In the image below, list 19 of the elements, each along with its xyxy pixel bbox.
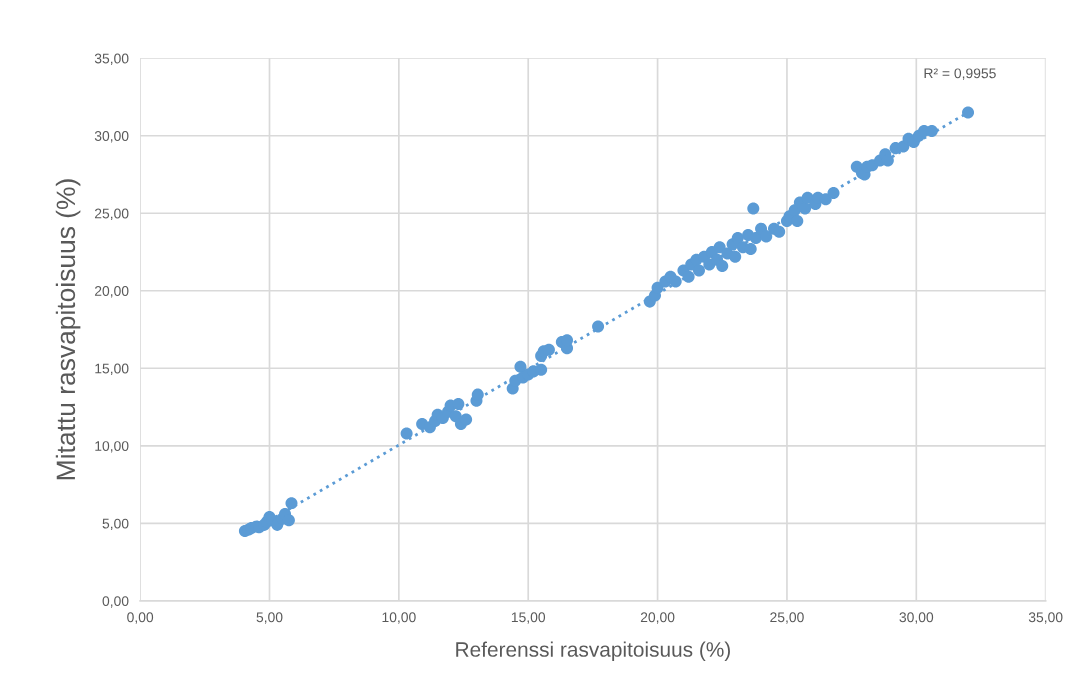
x-tick-label: 0,00 xyxy=(127,612,154,624)
x-tick-label: 25,00 xyxy=(770,612,804,624)
x-axis-title: Referenssi rasvapitoisuus (%) xyxy=(456,641,730,661)
y-tick-label: 20,00 xyxy=(94,286,129,298)
x-tick-label: 10,00 xyxy=(382,612,416,624)
x-tick-label: 5,00 xyxy=(256,612,283,624)
y-tick-label: 10,00 xyxy=(95,441,129,453)
x-tick-label: 15,00 xyxy=(511,612,546,624)
y-tick-label: 15,00 xyxy=(95,363,129,376)
x-tick-label: 30,00 xyxy=(899,612,934,624)
y-tick-label: 5,00 xyxy=(102,518,129,531)
y-tick-label: 0,00 xyxy=(102,596,129,608)
y-tick-label: 25,00 xyxy=(94,208,129,221)
x-tick-label: 20,00 xyxy=(640,612,675,624)
y-tick-label: 35,00 xyxy=(94,53,129,66)
x-tick-label: 35,00 xyxy=(1028,612,1063,624)
annotation: R² = 0,9955 xyxy=(924,68,996,80)
y-tick-label: 30,00 xyxy=(94,131,129,143)
y-axis-title: Mitattu rasvapitoisuus (%) xyxy=(55,179,81,480)
